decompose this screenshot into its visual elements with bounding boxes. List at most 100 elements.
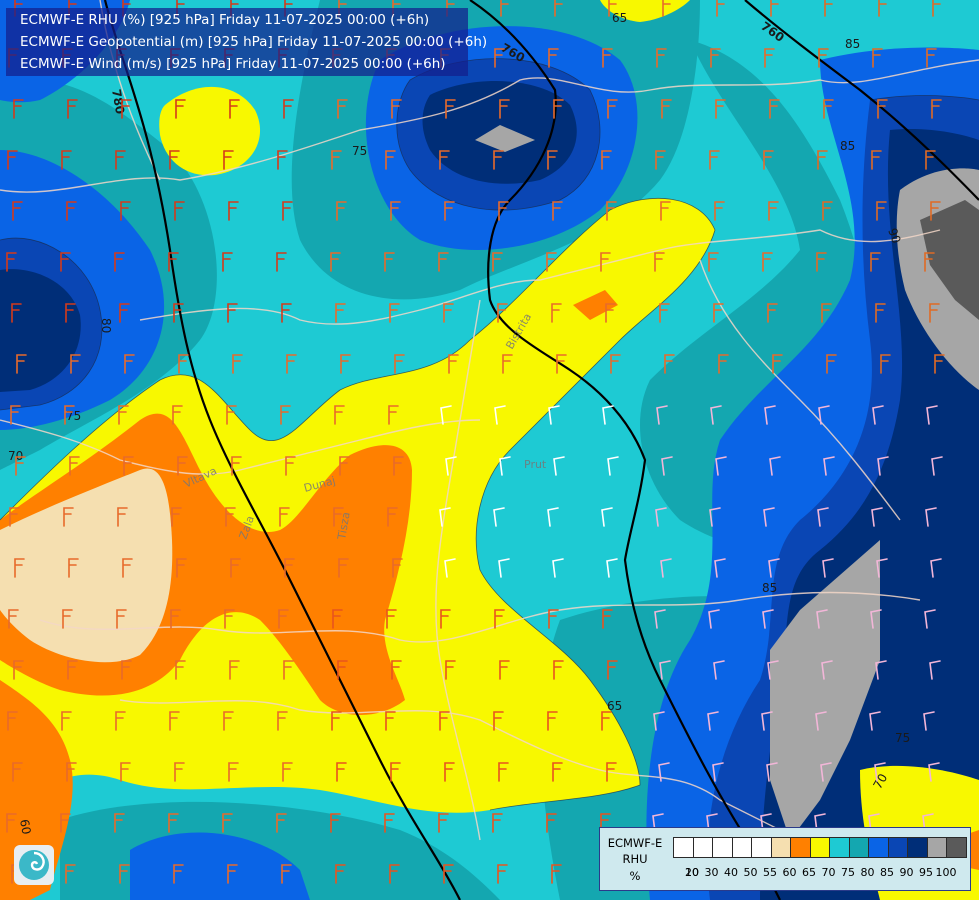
wind-barb <box>499 660 510 680</box>
wind-barb <box>654 609 666 629</box>
title-geopotential: ECMWF-E Geopotential (m) [925 hPa] Frida… <box>20 34 488 50</box>
wind-barb <box>65 864 76 884</box>
wind-barb <box>68 558 79 578</box>
wind-barb <box>445 456 457 476</box>
legend-swatch <box>868 837 889 858</box>
wind-barb <box>768 201 779 221</box>
wind-barb <box>607 660 618 680</box>
humidity-label-11: 70 <box>870 771 890 791</box>
wind-barb <box>922 813 934 833</box>
wind-barb <box>9 507 20 527</box>
wind-barb <box>494 609 505 629</box>
wind-barb <box>600 252 611 272</box>
wind-barb <box>710 48 721 68</box>
wind-barb <box>340 354 351 374</box>
wind-barb <box>232 354 243 374</box>
wind-barb <box>6 252 17 272</box>
wind-barb <box>553 456 565 476</box>
rhu-95-area-north <box>475 125 535 152</box>
wind-barb <box>277 150 288 170</box>
wind-barb <box>7 150 18 170</box>
wind-barb <box>168 252 179 272</box>
wind-barb <box>230 558 241 578</box>
wind-barb <box>925 507 937 527</box>
rhu-60-area-small <box>573 290 618 320</box>
wind-barb <box>824 0 833 17</box>
legend-tick: 100 <box>935 866 957 879</box>
wind-barb <box>923 711 935 731</box>
title-box: ECMWF-E RHU (%) [925 hPa] Friday 11-07-2… <box>6 8 487 76</box>
wind-barb <box>660 558 672 578</box>
legend-tick: 65 <box>802 866 816 879</box>
wind-barb <box>337 99 348 119</box>
rhu-80-area-south <box>130 832 310 900</box>
wind-barb <box>706 813 718 833</box>
wind-barb <box>384 813 395 833</box>
wind-barb <box>228 201 239 221</box>
wind-barb <box>821 660 833 680</box>
wind-barb <box>114 813 125 833</box>
wind-barb <box>336 762 347 782</box>
legend-tick: 80 <box>860 866 875 879</box>
wind-barb <box>439 507 451 527</box>
wind-barb <box>820 762 832 782</box>
wind-barb <box>823 456 835 476</box>
wind-barb <box>874 762 886 782</box>
wind-barb <box>443 864 454 884</box>
humidity-label-1: 65 <box>612 11 627 25</box>
wind-barb <box>871 150 882 170</box>
wind-barb <box>931 456 943 476</box>
wind-barb <box>229 660 240 680</box>
wind-barb <box>772 354 783 374</box>
wind-barb <box>708 252 719 272</box>
wind-barb <box>393 456 404 476</box>
wind-barb <box>14 558 25 578</box>
humidity-label-6: 85 <box>840 139 855 153</box>
provider-logo <box>14 845 54 885</box>
wind-barb <box>926 405 938 425</box>
wind-barb <box>278 609 289 629</box>
wind-barb <box>654 252 665 272</box>
wind-barb <box>440 609 451 629</box>
wind-barb <box>177 456 188 476</box>
wind-barb <box>762 609 774 629</box>
wind-barb <box>384 252 395 272</box>
humidity-label-12: 85 <box>845 37 860 51</box>
wind-barb <box>872 48 883 68</box>
wind-barb <box>826 354 837 374</box>
wind-barb <box>817 150 828 170</box>
wind-barb <box>66 201 77 221</box>
wind-barb <box>814 813 826 833</box>
wind-barb <box>761 711 773 731</box>
wind-barb <box>767 303 778 323</box>
wind-barb <box>547 507 559 527</box>
wind-barb <box>769 456 781 476</box>
wind-barb <box>124 354 135 374</box>
wind-barb <box>330 252 341 272</box>
wind-barb <box>391 660 402 680</box>
wind-barb <box>223 711 234 731</box>
wind-barb <box>494 48 505 68</box>
wind-barb <box>876 558 888 578</box>
legend-swatch <box>829 837 850 858</box>
wind-barb <box>285 456 296 476</box>
wind-barb <box>929 303 940 323</box>
wind-barb <box>438 813 449 833</box>
wind-barb <box>875 660 887 680</box>
wind-barb <box>607 99 618 119</box>
wind-barb <box>816 609 828 629</box>
wind-barb <box>714 201 725 221</box>
wind-barb <box>440 405 452 425</box>
wind-barb <box>282 762 293 782</box>
wind-barb <box>817 507 829 527</box>
title-wind: ECMWF-E Wind (m/s) [925 hPa] Friday 11-0… <box>20 56 446 72</box>
rhu-65-area-north <box>159 86 261 176</box>
wind-barb <box>67 660 78 680</box>
wind-barb <box>816 252 827 272</box>
wind-barb <box>554 0 563 17</box>
wind-barb <box>225 507 236 527</box>
wind-barb <box>653 711 665 731</box>
wind-barb <box>602 48 613 68</box>
wind-barb <box>494 405 506 425</box>
wind-barb <box>713 660 725 680</box>
